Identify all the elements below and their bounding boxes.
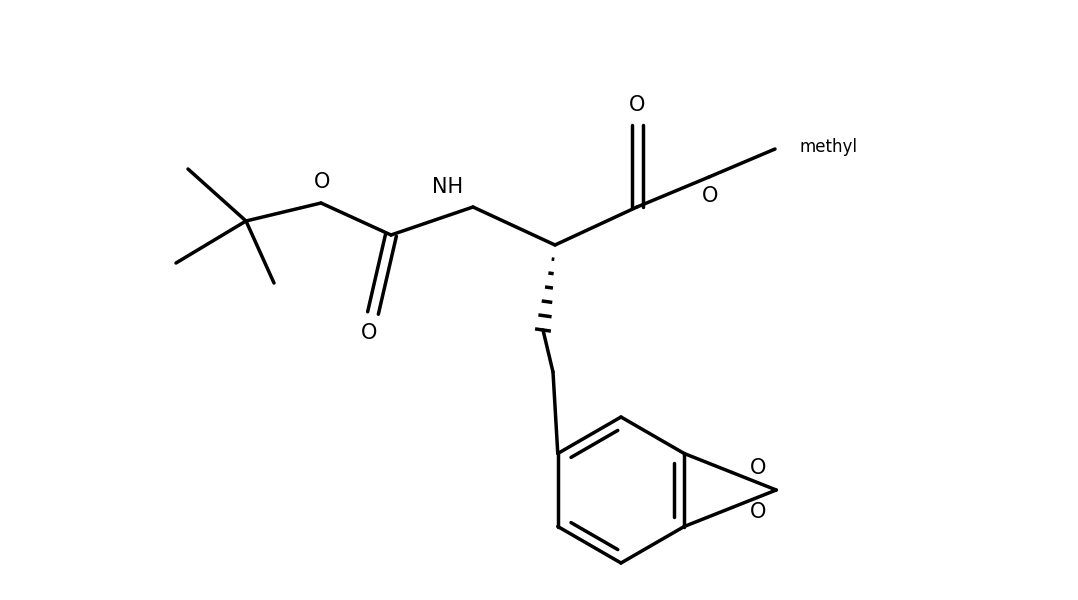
Text: NH: NH (432, 177, 462, 197)
Text: O: O (628, 95, 646, 115)
Text: O: O (750, 458, 766, 478)
Text: methyl: methyl (799, 138, 857, 156)
Text: O: O (361, 323, 377, 343)
Text: O: O (750, 502, 766, 521)
Text: O: O (702, 186, 718, 206)
Text: O: O (314, 172, 330, 192)
